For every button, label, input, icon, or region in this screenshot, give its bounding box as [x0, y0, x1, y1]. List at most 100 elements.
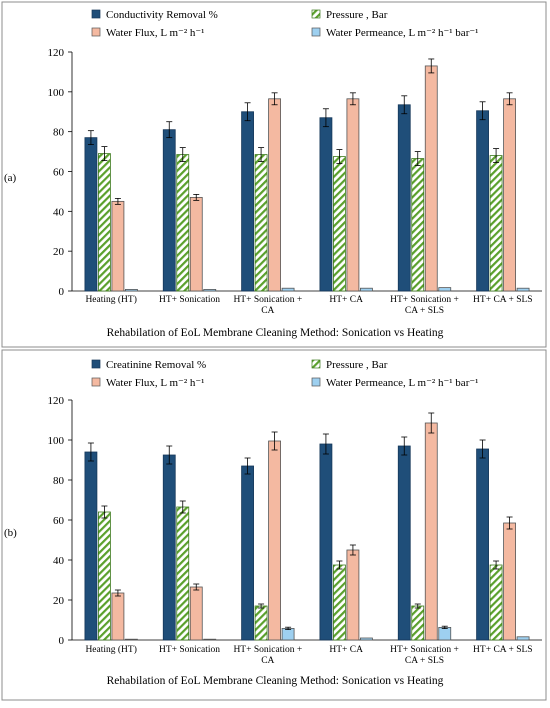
legend-label: Water Flux, L m⁻² h⁻¹ — [106, 27, 204, 39]
bar — [333, 564, 346, 641]
bar — [489, 155, 503, 292]
bar — [438, 627, 452, 641]
legend-swatch — [91, 9, 101, 19]
y-tick-label: 120 — [48, 395, 65, 407]
y-tick-label: 20 — [53, 246, 65, 258]
bar — [125, 289, 138, 292]
legend-label: Conductivity Removal % — [106, 9, 218, 21]
legend-label: Pressure , Bar — [326, 9, 388, 21]
bar — [319, 117, 333, 292]
category-label: CA — [261, 656, 274, 666]
category-label: HT+ CA — [329, 295, 363, 305]
bar — [411, 158, 425, 292]
bar — [346, 549, 360, 641]
bar — [476, 448, 489, 641]
x-axis-title: Rehabilation of EoL Membrane Cleaning Me… — [107, 327, 444, 339]
bar — [176, 506, 190, 641]
category-label: HT+ Sonication — [159, 645, 220, 655]
y-tick-label: 0 — [59, 286, 65, 298]
legend-swatch — [311, 27, 321, 37]
y-tick-label: 80 — [53, 127, 65, 139]
bar — [203, 638, 217, 641]
bar — [98, 153, 111, 292]
bar — [319, 443, 333, 641]
category-label: HT+ Sonication + — [390, 295, 459, 305]
panel-border — [1, 1, 547, 348]
legend-label: Water Permeance, L m⁻² h⁻¹ bar⁻¹ — [326, 377, 478, 389]
bar — [516, 287, 530, 292]
bar — [125, 638, 138, 641]
bar — [254, 154, 268, 292]
category-label: HT+ Sonication + — [233, 645, 302, 655]
bar — [268, 440, 281, 641]
bar — [346, 98, 360, 292]
bar — [176, 154, 190, 292]
category-label: CA + SLS — [405, 306, 444, 316]
category-label: Heating (HT) — [85, 644, 136, 655]
bar — [254, 605, 268, 641]
bar — [397, 445, 411, 641]
category-label: CA — [261, 306, 274, 316]
legend-swatch — [311, 9, 321, 19]
bar — [503, 522, 516, 641]
y-tick-label: 100 — [48, 87, 65, 99]
bar — [111, 200, 125, 292]
category-label: CA + SLS — [405, 656, 444, 666]
y-tick-label: 40 — [53, 555, 65, 567]
y-tick-label: 0 — [59, 635, 65, 647]
bar — [84, 451, 98, 641]
bar — [333, 156, 346, 292]
category-label: HT+ Sonication + — [233, 295, 302, 305]
panel-border — [1, 349, 547, 701]
bar — [476, 110, 489, 292]
bar — [241, 465, 254, 641]
bar — [424, 65, 438, 292]
y-tick-label: 60 — [53, 167, 65, 179]
bar — [241, 111, 254, 292]
bar — [360, 637, 373, 641]
legend-label: Water Permeance, L m⁻² h⁻¹ bar⁻¹ — [326, 27, 478, 39]
x-axis-title: Rehabilation of EoL Membrane Cleaning Me… — [107, 675, 444, 687]
bar — [162, 454, 176, 641]
bar — [189, 196, 203, 292]
category-label: HT+ CA + SLS — [473, 295, 533, 305]
y-tick-label: 100 — [48, 435, 65, 447]
bar — [503, 98, 516, 292]
bar — [360, 287, 373, 292]
bar — [438, 287, 452, 292]
y-tick-label: 120 — [48, 47, 65, 59]
legend-label: Creatinine Removal % — [106, 359, 206, 371]
panel-label: (b) — [4, 527, 17, 539]
bar — [189, 586, 203, 641]
category-label: HT+ CA + SLS — [473, 645, 533, 655]
bar — [98, 511, 111, 641]
bar — [411, 605, 425, 641]
legend-swatch — [311, 359, 321, 369]
y-tick-label: 20 — [53, 595, 65, 607]
category-label: HT+ Sonication + — [390, 645, 459, 655]
legend-swatch — [311, 377, 321, 387]
bar — [84, 137, 98, 292]
bar — [111, 592, 125, 641]
category-label: HT+ CA — [329, 645, 363, 655]
y-tick-label: 80 — [53, 475, 65, 487]
bar — [162, 129, 176, 292]
legend-label: Water Flux, L m⁻² h⁻¹ — [106, 377, 204, 389]
legend-swatch — [91, 359, 101, 369]
bar — [281, 628, 295, 641]
bar — [268, 98, 281, 292]
bar — [281, 287, 295, 292]
category-label: Heating (HT) — [85, 294, 136, 305]
legend-swatch — [91, 377, 101, 387]
bar — [516, 636, 530, 641]
bar — [489, 564, 503, 641]
category-label: HT+ Sonication — [159, 295, 220, 305]
legend-label: Pressure , Bar — [326, 359, 388, 371]
panel-label: (a) — [4, 172, 17, 184]
y-tick-label: 60 — [53, 515, 65, 527]
bar — [424, 422, 438, 641]
bar — [397, 104, 411, 292]
bar — [203, 289, 217, 292]
